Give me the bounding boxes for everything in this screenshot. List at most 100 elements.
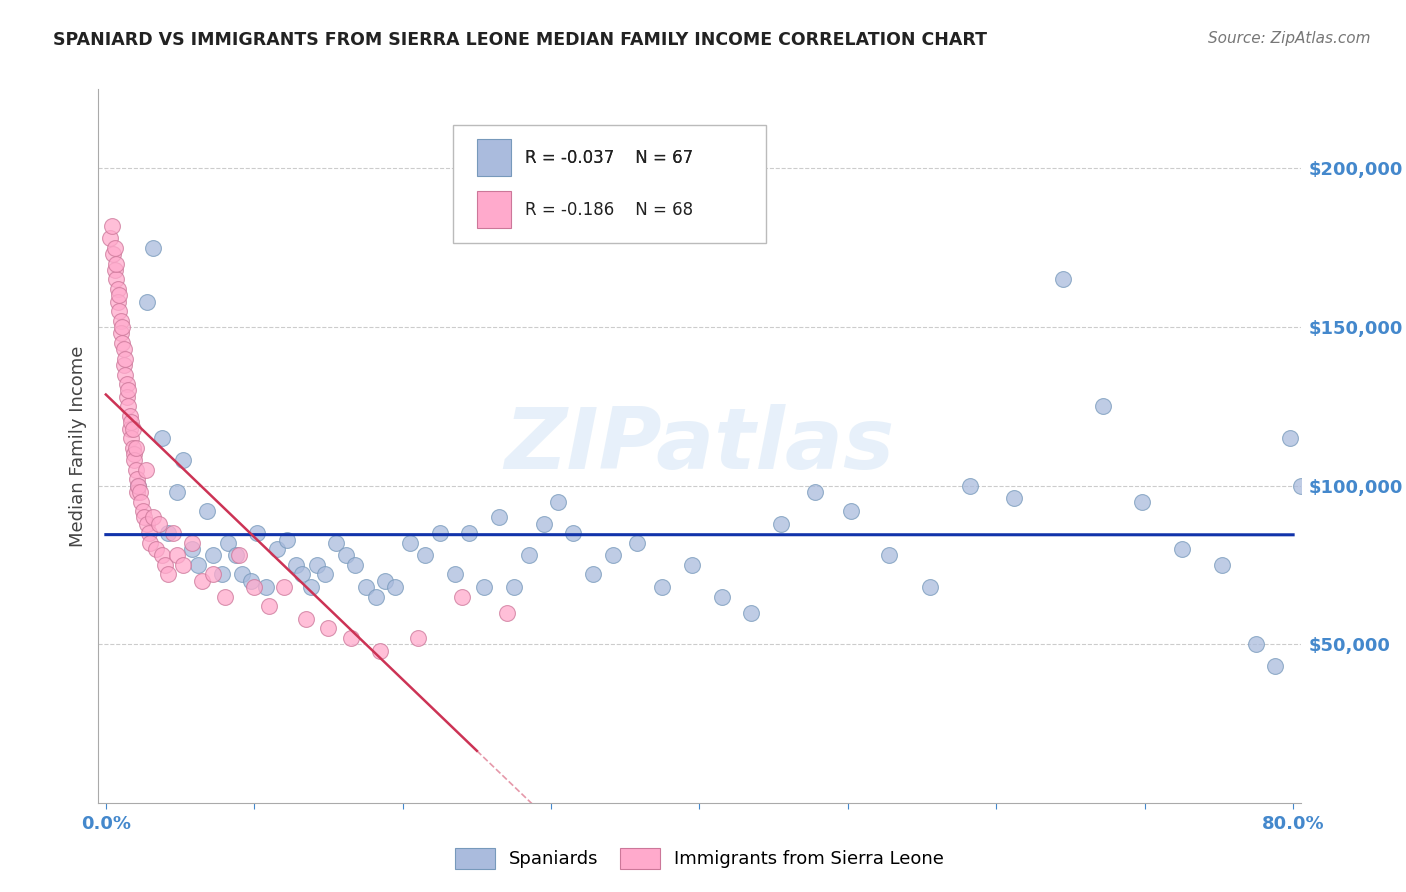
- Point: [104, 241, 127, 255]
- Point: [121, 441, 143, 455]
- Point: [104, 263, 127, 277]
- Point: [107, 282, 129, 296]
- Point: [429, 526, 451, 541]
- Point: [115, 377, 138, 392]
- Point: [839, 504, 862, 518]
- Point: [458, 526, 481, 541]
- Point: [374, 574, 396, 588]
- Text: R = -0.037    N = 67: R = -0.037 N = 67: [526, 149, 693, 167]
- Point: [125, 472, 148, 486]
- Point: [201, 567, 224, 582]
- Point: [651, 580, 673, 594]
- Y-axis label: Median Family Income: Median Family Income: [69, 345, 87, 547]
- Point: [710, 590, 733, 604]
- Point: [166, 549, 188, 563]
- Point: [318, 621, 340, 635]
- Point: [172, 453, 194, 467]
- Point: [128, 478, 150, 492]
- Point: [335, 549, 357, 563]
- Point: [959, 478, 981, 492]
- Point: [110, 326, 132, 341]
- Point: [112, 343, 135, 357]
- Point: [284, 558, 307, 572]
- Point: [115, 390, 138, 404]
- Point: [364, 590, 387, 604]
- Point: [125, 485, 148, 500]
- Point: [132, 504, 155, 518]
- Point: [117, 400, 139, 414]
- Point: [273, 580, 295, 594]
- Point: [305, 558, 328, 572]
- Legend: Spaniards, Immigrants from Sierra Leone: Spaniards, Immigrants from Sierra Leone: [447, 840, 952, 876]
- Point: [1092, 400, 1115, 414]
- Point: [124, 463, 146, 477]
- Point: [138, 526, 160, 541]
- Point: [112, 358, 135, 372]
- Point: [105, 257, 128, 271]
- Point: [114, 351, 136, 366]
- Point: [344, 558, 367, 572]
- FancyBboxPatch shape: [477, 139, 510, 177]
- Point: [1289, 478, 1312, 492]
- Point: [187, 558, 209, 572]
- Point: [547, 494, 569, 508]
- Point: [339, 631, 361, 645]
- Point: [582, 567, 605, 582]
- Point: [246, 526, 269, 541]
- Point: [413, 549, 436, 563]
- Point: [1002, 491, 1025, 506]
- Point: [384, 580, 406, 594]
- Point: [195, 504, 218, 518]
- Point: [495, 606, 517, 620]
- Point: [1130, 494, 1153, 508]
- Point: [770, 516, 793, 531]
- Point: [451, 590, 474, 604]
- Point: [266, 542, 288, 557]
- Point: [602, 549, 624, 563]
- Point: [1052, 272, 1074, 286]
- Point: [172, 558, 194, 572]
- Point: [201, 549, 224, 563]
- Point: [131, 494, 153, 508]
- Point: [155, 558, 177, 572]
- FancyBboxPatch shape: [477, 191, 510, 228]
- Point: [443, 567, 465, 582]
- Point: [276, 533, 298, 547]
- Point: [108, 288, 131, 302]
- Text: R = -0.037    N = 67: R = -0.037 N = 67: [526, 149, 693, 167]
- Point: [325, 535, 347, 549]
- Point: [129, 485, 152, 500]
- Point: [98, 231, 121, 245]
- Point: [291, 567, 314, 582]
- Point: [118, 421, 141, 435]
- Point: [150, 549, 173, 563]
- Point: [136, 294, 159, 309]
- Point: [1171, 542, 1194, 557]
- Point: [295, 612, 318, 626]
- Point: [122, 453, 145, 467]
- Point: [354, 580, 377, 594]
- Point: [180, 535, 204, 549]
- Point: [879, 549, 901, 563]
- Point: [240, 574, 263, 588]
- Point: [254, 580, 277, 594]
- Point: [231, 567, 253, 582]
- Point: [399, 535, 422, 549]
- Point: [740, 606, 762, 620]
- Point: [533, 516, 555, 531]
- Point: [166, 485, 188, 500]
- Text: SPANIARD VS IMMIGRANTS FROM SIERRA LEONE MEDIAN FAMILY INCOME CORRELATION CHART: SPANIARD VS IMMIGRANTS FROM SIERRA LEONE…: [53, 31, 987, 49]
- Point: [134, 510, 156, 524]
- Point: [136, 516, 159, 531]
- Point: [217, 535, 239, 549]
- Point: [103, 247, 125, 261]
- Point: [105, 272, 128, 286]
- Point: [243, 580, 266, 594]
- Point: [124, 441, 146, 455]
- Point: [488, 510, 510, 524]
- Point: [118, 409, 141, 423]
- Point: [101, 219, 124, 233]
- Point: [121, 421, 143, 435]
- Text: R = -0.186    N = 68: R = -0.186 N = 68: [526, 201, 693, 219]
- Point: [128, 478, 150, 492]
